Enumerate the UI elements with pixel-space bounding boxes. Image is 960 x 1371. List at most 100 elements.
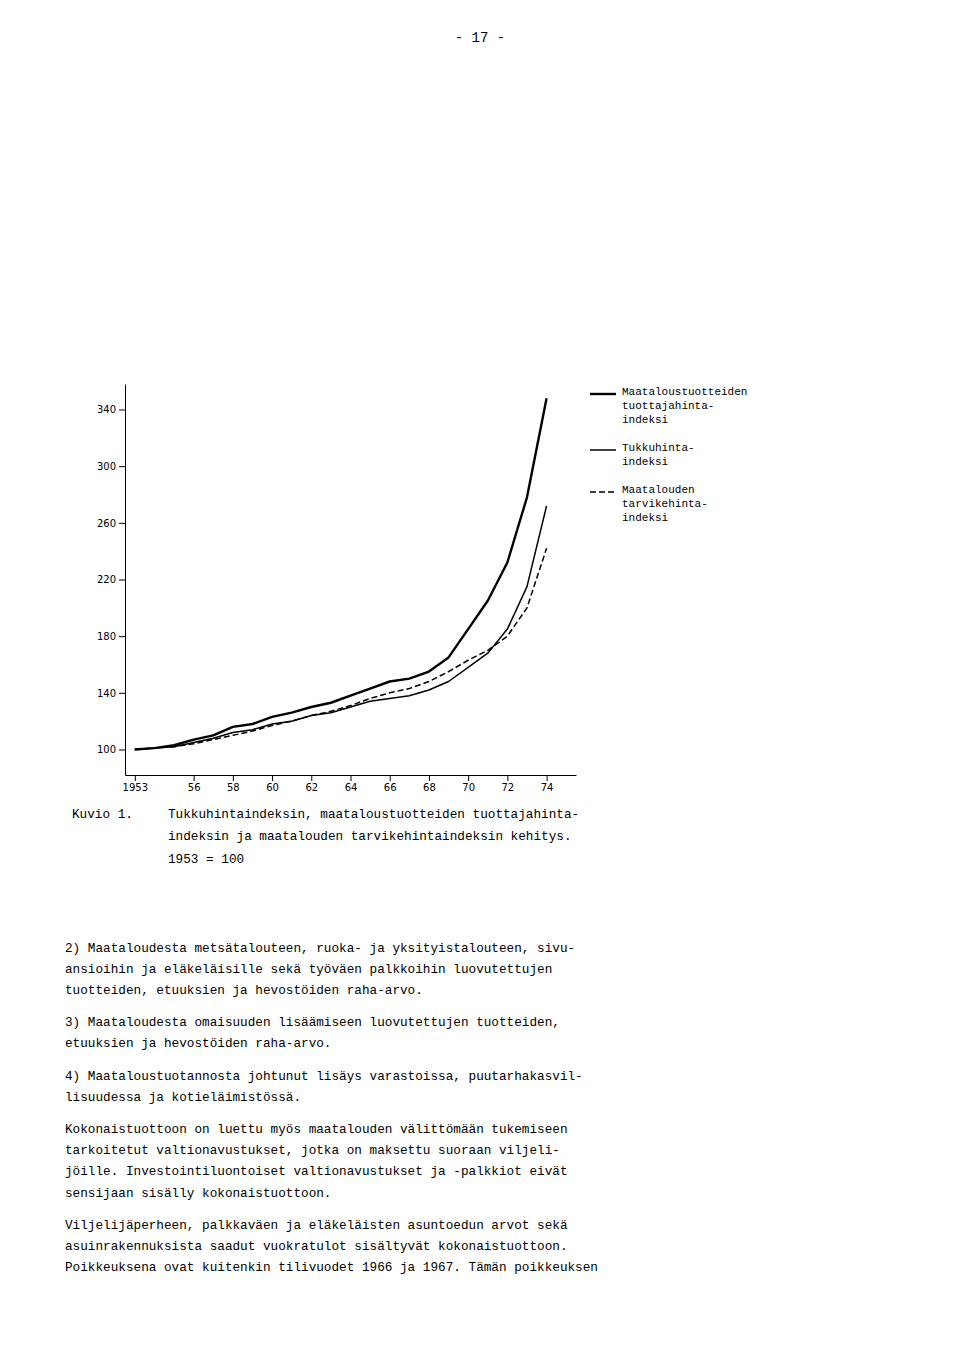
x-tick-mark bbox=[194, 775, 195, 781]
x-tick-mark bbox=[272, 775, 273, 781]
x-tick-label: 72 bbox=[502, 782, 515, 793]
body-line: 2) Maataloudesta metsätalouteen, ruoka- … bbox=[65, 941, 575, 956]
body-line: jöille. Investointiluontoiset valtionavu… bbox=[65, 1164, 568, 1179]
caption-line: 1953 = 100 bbox=[168, 852, 244, 867]
x-tick-label: 70 bbox=[462, 782, 475, 793]
legend-swatch bbox=[590, 491, 616, 493]
legend-label-line: Maataloustuotteiden bbox=[622, 386, 747, 398]
legend-item: Maataloustuotteiden tuottajahinta-indeksi bbox=[590, 386, 747, 426]
series-line bbox=[135, 506, 547, 750]
body-line: asuinrakennuksista saadut vuokratulot si… bbox=[65, 1239, 568, 1254]
legend-swatch bbox=[590, 393, 616, 395]
x-tick: 72 bbox=[502, 775, 515, 793]
x-tick-mark bbox=[390, 775, 391, 781]
body-line: Kokonaistuottoon on luettu myös maatalou… bbox=[65, 1122, 568, 1137]
y-tick-label: 260 bbox=[97, 518, 116, 529]
body-line: 4) Maataloustuotannosta johtunut lisäys … bbox=[65, 1069, 583, 1084]
page-number: - 17 - bbox=[455, 30, 505, 46]
x-tick-label: 66 bbox=[384, 782, 397, 793]
legend-label: Tukkuhinta-indeksi bbox=[622, 442, 695, 468]
x-tick-label: 74 bbox=[541, 782, 554, 793]
y-tick: 100 bbox=[97, 744, 125, 755]
body-paragraph: Viljelijäperheen, palkkaväen ja eläkeläi… bbox=[65, 1218, 598, 1275]
legend-label-line: tarvikehinta- bbox=[622, 498, 708, 510]
y-tick-mark bbox=[119, 523, 125, 524]
body-line: tuotteiden, etuuksien ja hevostöiden rah… bbox=[65, 983, 423, 998]
x-tick-label: 64 bbox=[345, 782, 358, 793]
x-tick-mark bbox=[507, 775, 508, 781]
body-paragraph: Kokonaistuottoon on luettu myös maatalou… bbox=[65, 1122, 568, 1201]
y-axis-line bbox=[125, 385, 126, 776]
legend-item: Maataloudentarvikehinta-indeksi bbox=[590, 484, 708, 524]
body-line: etuuksien ja hevostöiden raha-arvo. bbox=[65, 1036, 331, 1051]
y-tick-label: 220 bbox=[97, 574, 116, 585]
x-tick-mark bbox=[351, 775, 352, 781]
y-tick: 340 bbox=[97, 404, 125, 415]
caption-line: indeksin ja maatalouden tarvikehintainde… bbox=[168, 829, 572, 844]
x-tick: 60 bbox=[266, 775, 279, 793]
x-tick-label: 1953 bbox=[123, 782, 148, 793]
y-tick-label: 100 bbox=[97, 744, 116, 755]
series-line bbox=[135, 398, 547, 749]
body-line: tarkoitetut valtionavustukset, jotka on … bbox=[65, 1143, 560, 1158]
x-tick-mark bbox=[429, 775, 430, 781]
body-line: Poikkeuksena ovat kuitenkin tilivuodet 1… bbox=[65, 1260, 598, 1275]
body-line: ansioihin ja eläkeläisille sekä työväen … bbox=[65, 962, 552, 977]
y-tick-label: 140 bbox=[97, 688, 116, 699]
x-tick-mark bbox=[547, 775, 548, 781]
body-paragraph: 3) Maataloudesta omaisuuden lisäämiseen … bbox=[65, 1015, 560, 1051]
legend-label-line: indeksi bbox=[622, 414, 669, 426]
legend-label-line: tuottajahinta- bbox=[622, 400, 714, 412]
y-tick-mark bbox=[119, 750, 125, 751]
y-tick-mark bbox=[119, 693, 125, 694]
x-tick: 1953 bbox=[123, 775, 148, 793]
body-line: sensijaan sisälly kokonaistuottoon. bbox=[65, 1186, 331, 1201]
y-tick: 300 bbox=[97, 461, 125, 472]
body-line: lisuudessa ja kotieläimistössä. bbox=[65, 1090, 301, 1105]
x-tick: 70 bbox=[462, 775, 475, 793]
y-tick-mark bbox=[119, 466, 125, 467]
y-tick-label: 340 bbox=[97, 404, 116, 415]
x-tick-label: 58 bbox=[227, 782, 240, 793]
x-tick: 58 bbox=[227, 775, 240, 793]
x-tick-label: 62 bbox=[305, 782, 318, 793]
y-tick: 180 bbox=[97, 631, 125, 642]
legend-swatch bbox=[590, 449, 616, 451]
y-tick-mark bbox=[119, 410, 125, 411]
x-tick-label: 68 bbox=[423, 782, 436, 793]
page: - 17 - 1953 56 58 60 62 64 66 68 70 72 74 100 140 180 2… bbox=[0, 0, 960, 1371]
x-tick: 74 bbox=[541, 775, 554, 793]
x-axis: 1953 56 58 60 62 64 66 68 70 72 74 bbox=[123, 775, 577, 793]
y-tick-label: 180 bbox=[97, 631, 116, 642]
x-tick: 56 bbox=[188, 775, 201, 793]
body-paragraph: 4) Maataloustuotannosta johtunut lisäys … bbox=[65, 1069, 583, 1105]
x-tick-label: 60 bbox=[266, 782, 279, 793]
x-tick: 64 bbox=[345, 775, 358, 793]
series-line bbox=[135, 548, 547, 749]
x-tick-mark bbox=[311, 775, 312, 781]
body-line: Viljelijäperheen, palkkaväen ja eläkeläi… bbox=[65, 1218, 568, 1233]
caption-line: Tukkuhintaindeksin, maataloustuotteiden … bbox=[168, 807, 579, 822]
y-tick: 260 bbox=[97, 518, 125, 529]
y-axis: 100 140 180 220 260 300 340 bbox=[97, 385, 126, 776]
x-tick-mark bbox=[468, 775, 469, 781]
y-tick: 220 bbox=[97, 574, 125, 585]
lines bbox=[135, 398, 547, 749]
x-tick: 66 bbox=[384, 775, 397, 793]
legend-label: Maataloudentarvikehinta-indeksi bbox=[622, 484, 708, 524]
legend-label: Maataloustuotteiden tuottajahinta-indeksi bbox=[622, 386, 747, 426]
body-line: 3) Maataloudesta omaisuuden lisäämiseen … bbox=[65, 1015, 560, 1030]
y-tick-mark bbox=[119, 636, 125, 637]
x-tick-mark bbox=[135, 775, 136, 781]
body-paragraph: 2) Maataloudesta metsätalouteen, ruoka- … bbox=[65, 941, 575, 998]
y-tick: 140 bbox=[97, 688, 125, 699]
y-tick-label: 300 bbox=[97, 461, 116, 472]
x-tick-label: 56 bbox=[188, 782, 201, 793]
x-tick-mark bbox=[233, 775, 234, 781]
legend-label-line: Tukkuhinta- bbox=[622, 442, 695, 454]
x-tick: 62 bbox=[305, 775, 318, 793]
legend-label-line: indeksi bbox=[622, 512, 669, 524]
chart: 1953 56 58 60 62 64 66 68 70 72 74 100 140 180 220 260 3… bbox=[97, 385, 577, 794]
legend-label-line: indeksi bbox=[622, 456, 669, 468]
y-tick-mark bbox=[119, 580, 125, 581]
